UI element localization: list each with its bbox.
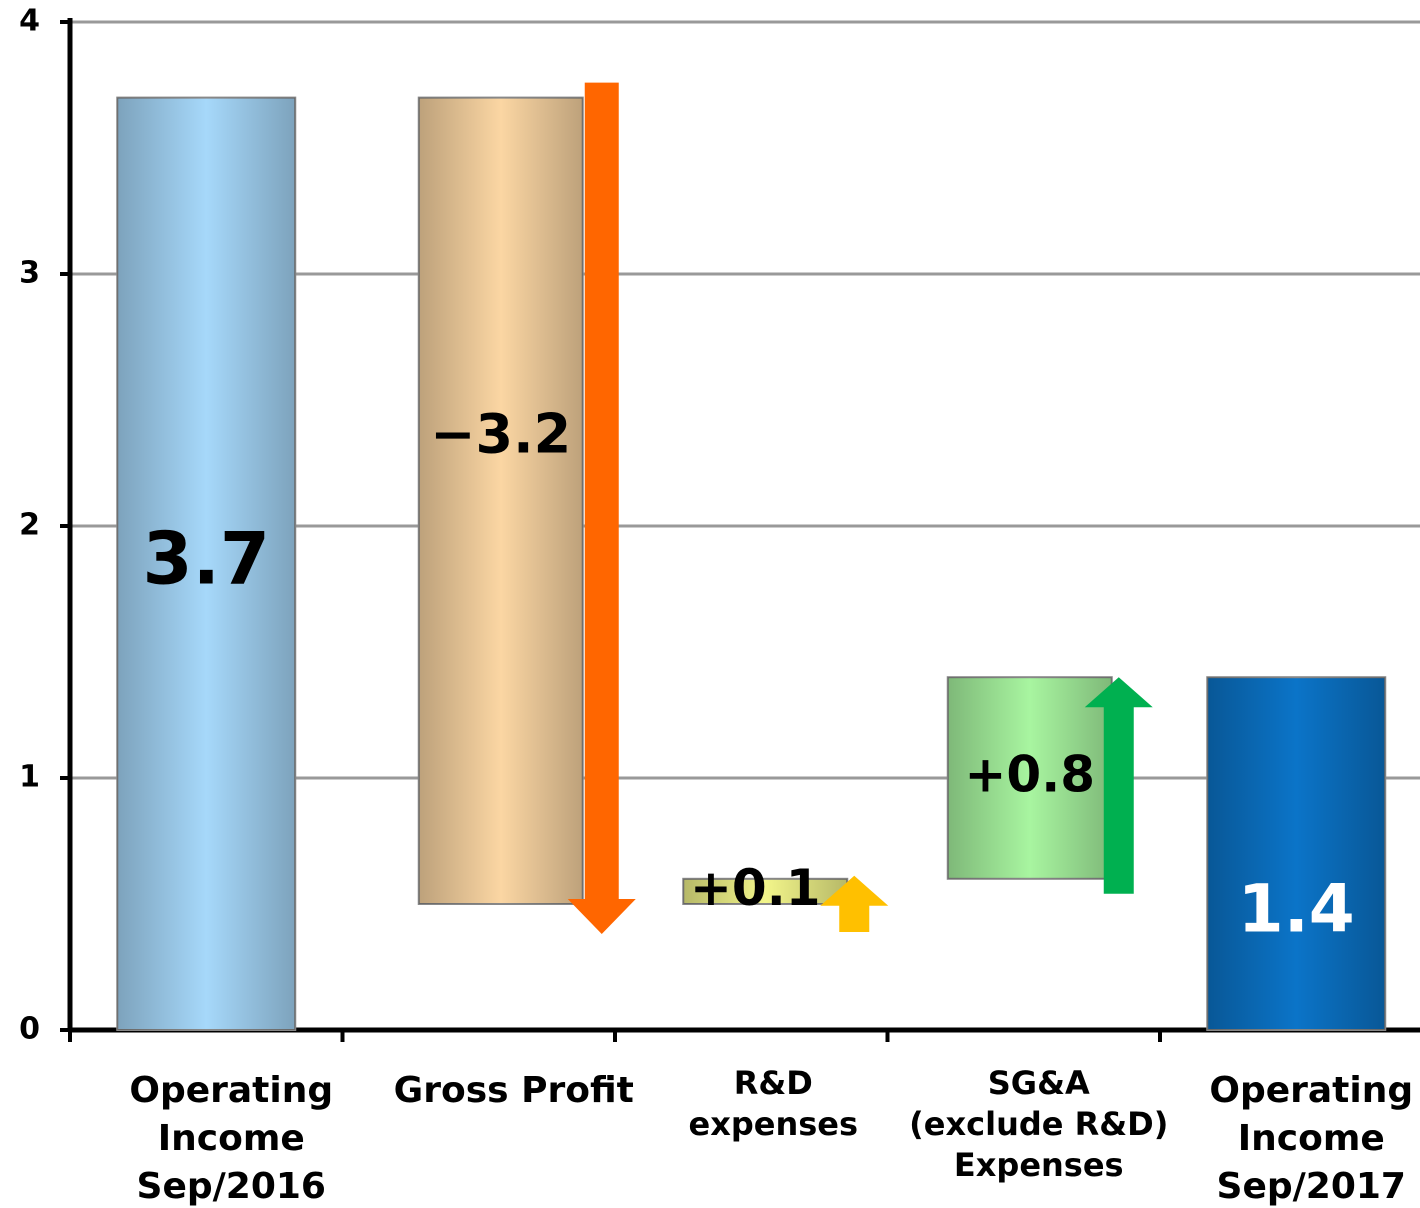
bar-shade (117, 97, 296, 1031)
value-label: +0.1 (690, 859, 820, 917)
x-tick-label: Gross Profit (394, 1070, 634, 1111)
x-tick-label: R&D (734, 1064, 813, 1102)
y-tick-label: 2 (19, 508, 40, 543)
bar-shade (1207, 677, 1386, 1030)
x-tick-label: expenses (688, 1105, 858, 1143)
value-label: +0.8 (965, 746, 1095, 804)
y-tick-label: 4 (19, 4, 40, 39)
arrow (1084, 677, 1153, 894)
y-tick-label: 3 (19, 256, 40, 291)
bar-shade (418, 97, 583, 905)
x-tick-label: Income (158, 1118, 305, 1159)
bar-shade (683, 878, 848, 904)
y-tick-label: 0 (19, 1012, 40, 1047)
arrow (820, 875, 889, 932)
x-tick-label: Sep/2017 (1217, 1166, 1406, 1207)
x-tick-label: Sep/2016 (137, 1166, 326, 1207)
value-label: −3.2 (430, 402, 571, 465)
value-label: 1.4 (1238, 871, 1355, 948)
bar-shade (947, 677, 1112, 879)
x-tick-label: SG&A (988, 1064, 1090, 1102)
arrow (567, 82, 636, 935)
x-tick-label: Operating (129, 1070, 333, 1111)
y-tick-label: 1 (19, 760, 40, 795)
x-tick-label: Income (1238, 1118, 1385, 1159)
x-tick-label: Operating (1209, 1070, 1413, 1111)
x-tick-label: Expenses (954, 1146, 1124, 1184)
value-label: 3.7 (142, 516, 270, 600)
x-tick-label: (exclude R&D) (909, 1105, 1168, 1143)
